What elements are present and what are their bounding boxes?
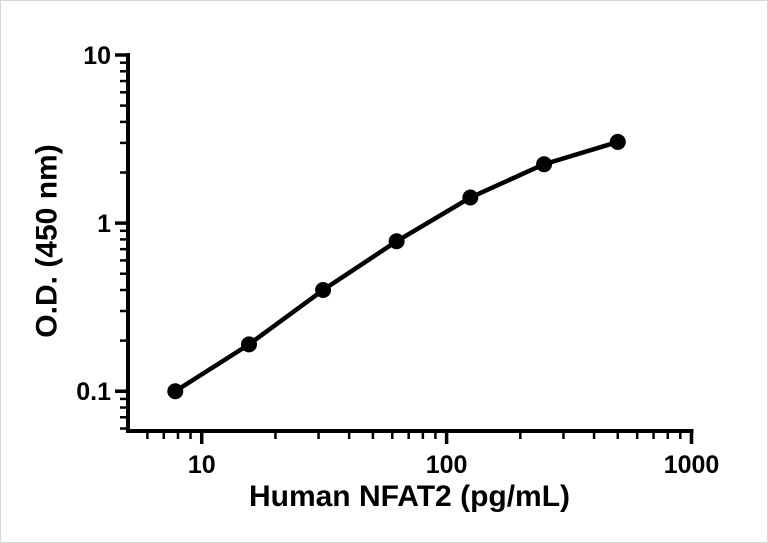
data-point bbox=[315, 282, 332, 299]
data-point bbox=[609, 133, 626, 150]
data-point bbox=[167, 383, 184, 400]
x-axis-title: Human NFAT2 (pg/mL) bbox=[248, 480, 571, 513]
x-tick-label: 1000 bbox=[664, 451, 720, 479]
data-point bbox=[462, 189, 479, 206]
data-point bbox=[388, 233, 405, 250]
y-axis-title: O.D. (450 nm) bbox=[30, 144, 64, 338]
data-point bbox=[241, 336, 258, 353]
x-tick-label: 100 bbox=[426, 451, 468, 479]
y-tick-label: 10 bbox=[83, 42, 111, 70]
standard-curve-line bbox=[173, 139, 621, 394]
axis-spines bbox=[126, 53, 694, 433]
y-tick-label: 0.1 bbox=[76, 378, 111, 406]
y-tick-label: 1 bbox=[97, 210, 111, 238]
x-tick-label: 10 bbox=[188, 451, 216, 479]
data-point bbox=[536, 156, 553, 173]
